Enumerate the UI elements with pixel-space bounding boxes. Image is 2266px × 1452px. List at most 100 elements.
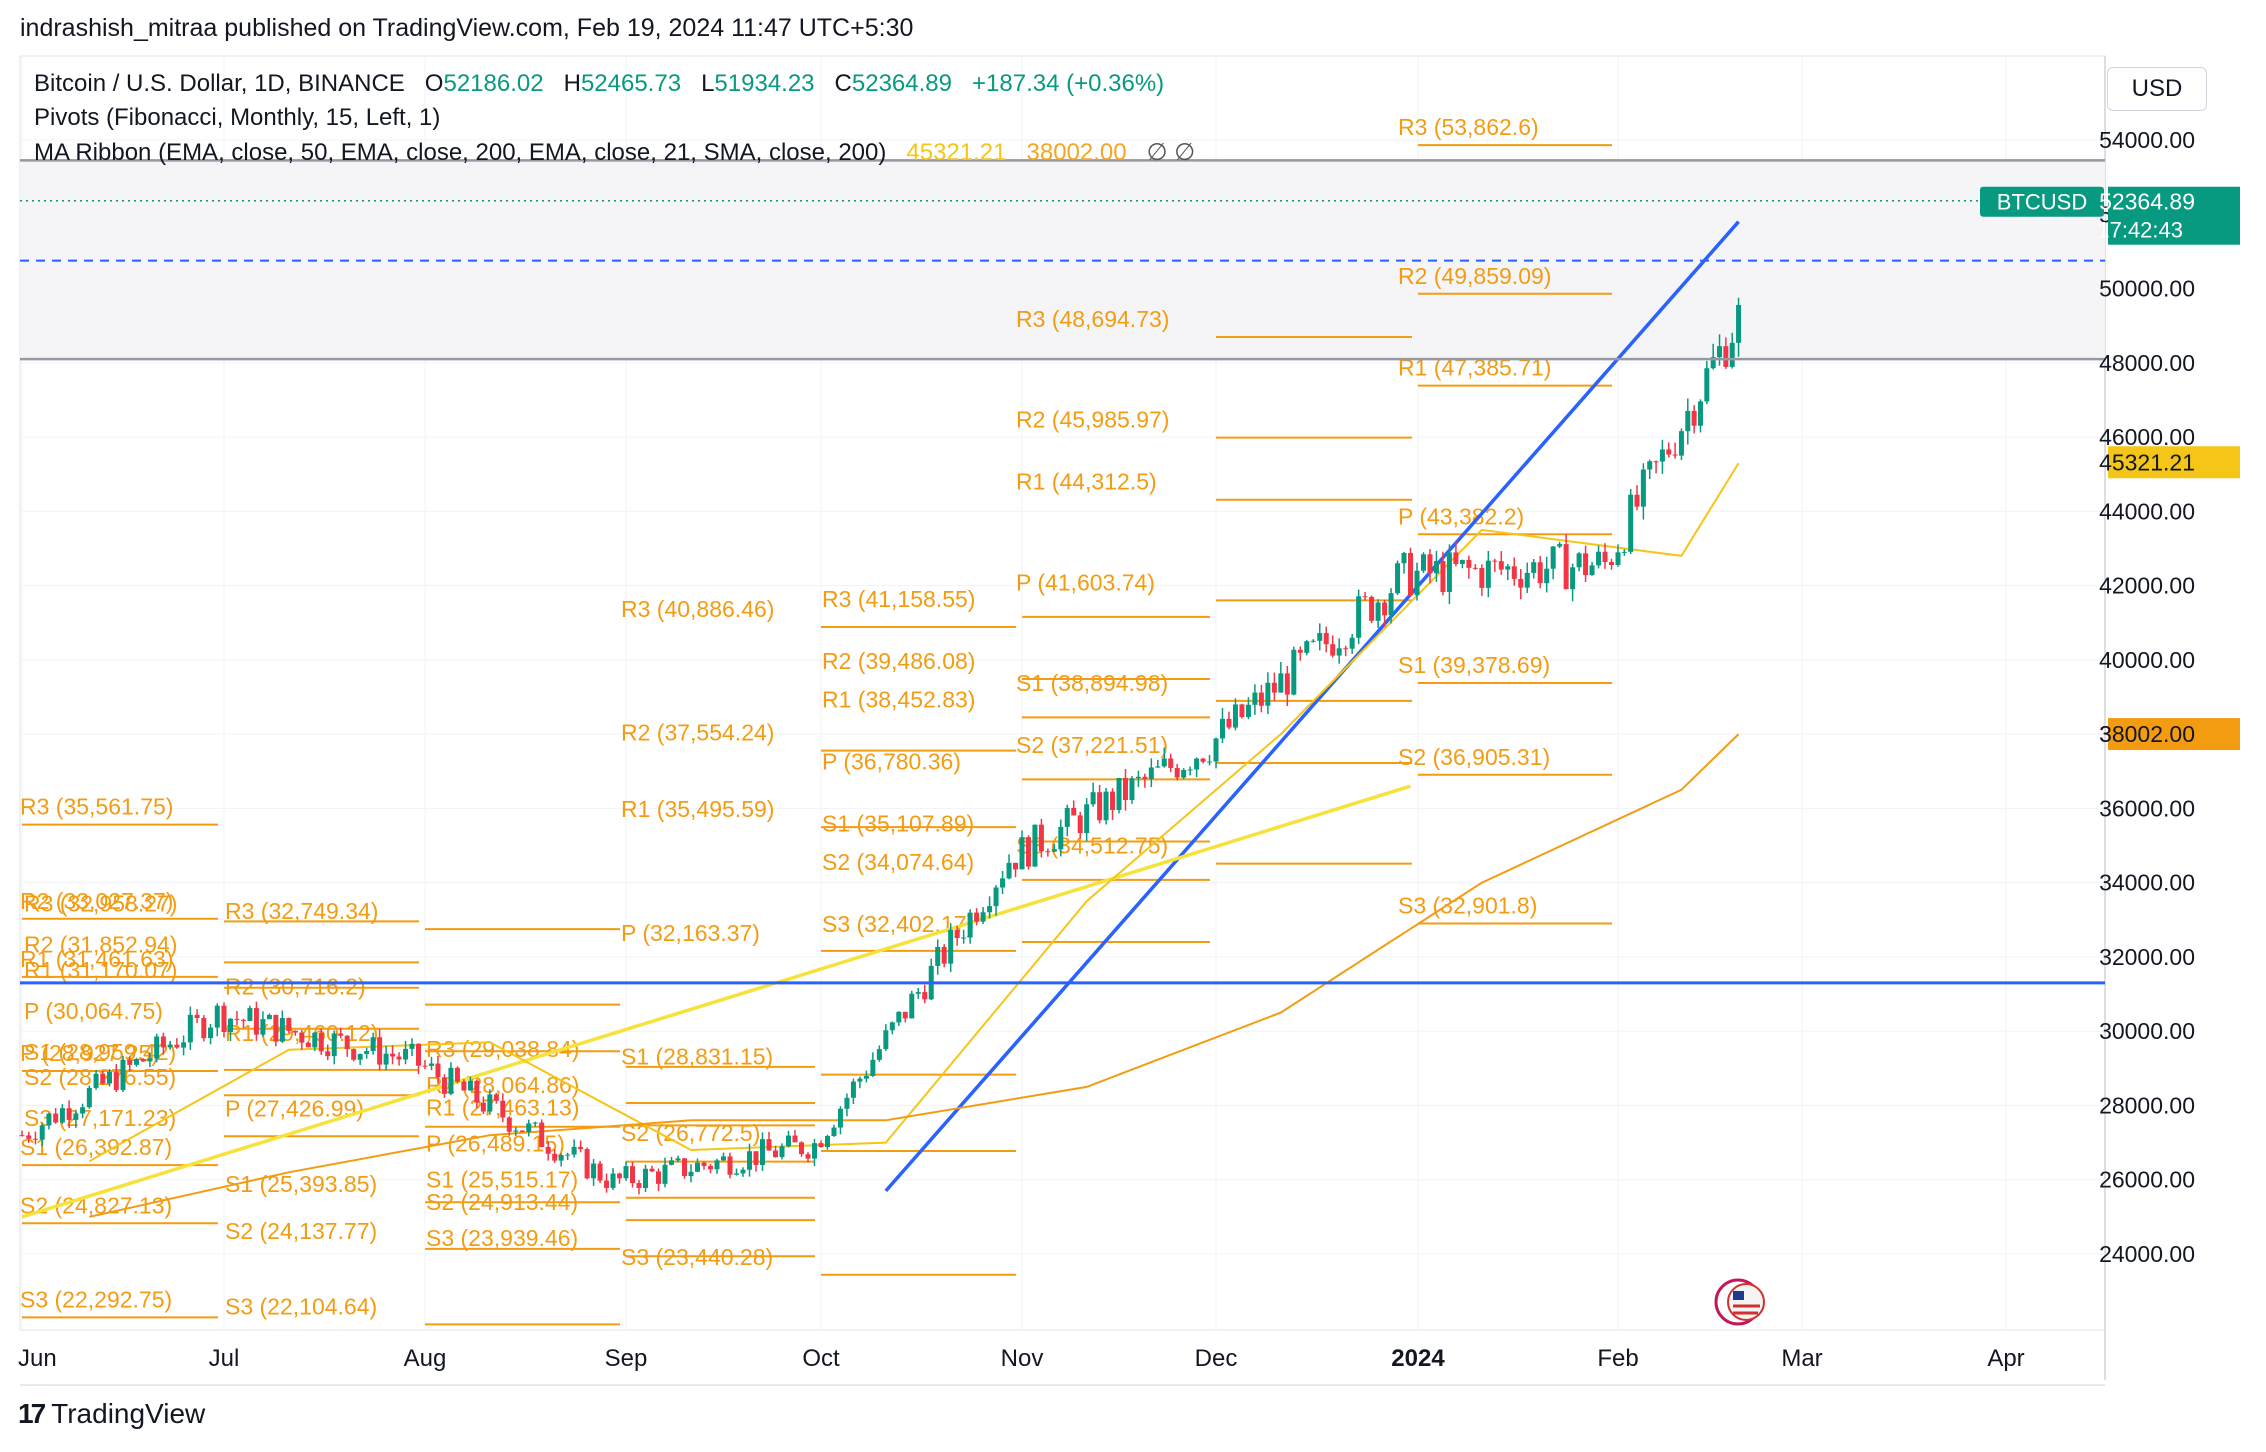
candle-body	[1609, 561, 1615, 566]
candle-body	[194, 1014, 200, 1019]
candle-body	[974, 912, 980, 922]
candle-body	[1051, 849, 1057, 852]
y-tick-label: 46000.00	[2099, 424, 2195, 450]
candle-body	[1077, 815, 1083, 834]
pivot-label: S3 (22,104.64)	[225, 1293, 377, 1319]
candle-body	[331, 1033, 337, 1057]
candle-body	[221, 1005, 227, 1032]
candle-body	[214, 1005, 220, 1028]
candle-body	[1097, 792, 1103, 821]
pivot-label: R2 (45,985.97)	[1016, 407, 1169, 433]
legend-symbol: Bitcoin / U.S. Dollar, 1D, BINANCE	[34, 70, 405, 97]
candle-body	[1524, 572, 1530, 588]
candle-body	[1116, 777, 1122, 810]
pivot-label: S2 (28,276.55)	[24, 1064, 176, 1090]
trendline	[21, 784, 1412, 1219]
legend-low: 51934.23	[714, 70, 815, 97]
candle-body	[279, 1018, 285, 1042]
candle-body	[154, 1036, 160, 1059]
candle-body	[1038, 824, 1044, 852]
legend-ma-ribbon: MA Ribbon (EMA, close, 50, EMA, close, 2…	[34, 139, 887, 166]
pivot-label: S1 (25,393.85)	[225, 1171, 377, 1197]
pivot-label: R3 (53,862.6)	[1398, 114, 1539, 140]
candle-body	[344, 1035, 350, 1050]
pivot-label: R1 (31,170.07)	[24, 957, 177, 983]
legend-high-label: H	[563, 70, 581, 97]
legend-pivots[interactable]: Pivots (Fibonacci, Monthly, 15, Left, 1)	[34, 104, 441, 131]
footer-brand-name: TradingView	[51, 1398, 206, 1429]
pivot-label: S1 (35,107.89)	[822, 811, 974, 837]
candle-body	[1395, 563, 1401, 594]
legend-ma-ribbon-row[interactable]: MA Ribbon (EMA, close, 50, EMA, close, 2…	[34, 138, 1195, 167]
x-tick-label: Sep	[605, 1345, 648, 1372]
candle-body	[915, 992, 921, 994]
pivot-label: R3 (32,958.27)	[24, 890, 177, 916]
legend-symbol-row: Bitcoin / U.S. Dollar, 1D, BINANCE O5218…	[34, 70, 1164, 98]
y-tick-label: 50000.00	[2099, 276, 2195, 302]
candle-body	[857, 1078, 863, 1082]
candle-body	[519, 1130, 525, 1132]
candle-body	[597, 1163, 603, 1181]
candle-body	[954, 929, 960, 939]
flag-badge	[1714, 1278, 1765, 1326]
candle-body	[799, 1142, 804, 1155]
candle-body	[1640, 469, 1646, 507]
candle-body	[1615, 552, 1621, 566]
candle-body	[266, 1014, 272, 1020]
candle-body	[253, 1008, 259, 1035]
pivot-label: R3 (35,561.75)	[20, 794, 173, 820]
candle-body	[617, 1173, 623, 1179]
candle-body	[273, 1014, 279, 1042]
candle-body	[948, 929, 954, 964]
candle-body	[234, 1018, 240, 1020]
candle-body	[1408, 552, 1414, 596]
candle-body	[357, 1053, 363, 1060]
candle-body	[1672, 454, 1678, 456]
candle-body	[1000, 878, 1006, 888]
pivot-label: S3 (22,292.75)	[20, 1286, 172, 1312]
currency-button[interactable]: USD	[2107, 67, 2207, 111]
candle-body	[26, 1135, 32, 1139]
candles	[19, 297, 1742, 1195]
footer-brand[interactable]: 17 TradingView	[18, 1398, 205, 1430]
candle-body	[396, 1056, 402, 1060]
candle-body	[1181, 769, 1187, 778]
candle-body	[441, 1077, 447, 1094]
candle-body	[1323, 633, 1329, 645]
candle-body	[1446, 552, 1452, 593]
candle-body	[1219, 718, 1225, 739]
candle-body	[1369, 596, 1375, 621]
pivot-label: S3 (32,901.8)	[1398, 892, 1537, 918]
x-tick-label: 2024	[1391, 1345, 1445, 1372]
pivot-label: S1 (38,894.98)	[1016, 670, 1168, 696]
candle-body	[1602, 551, 1608, 562]
candle-body	[1717, 346, 1723, 358]
candle-body	[1071, 807, 1077, 816]
candle-body	[1440, 560, 1446, 593]
candle-body	[1142, 776, 1148, 779]
candle-body	[1265, 682, 1271, 706]
candle-body	[53, 1113, 59, 1123]
candle-body	[1723, 346, 1729, 367]
trendline	[884, 220, 1740, 1193]
candle-body	[1278, 673, 1284, 693]
candle-body	[422, 1065, 428, 1067]
pivot-label: S2 (34,074.64)	[822, 849, 974, 875]
y-tick-label: 30000.00	[2099, 1018, 2195, 1044]
candle-body	[1485, 560, 1491, 588]
candle-body	[1401, 552, 1407, 564]
candle-body	[318, 1032, 324, 1052]
btcusd-symbol-label: BTCUSD	[1997, 190, 2087, 215]
us-flag-icon	[1727, 1283, 1765, 1321]
legend-open: 52186.02	[443, 70, 544, 97]
trendlines	[21, 220, 1740, 1219]
legend-close: 52364.89	[851, 70, 952, 97]
pivot-label: S1 (26,392.87)	[20, 1134, 172, 1160]
candle-body	[409, 1043, 415, 1049]
candle-body	[604, 1180, 610, 1188]
pivot-label: P (36,780.36)	[822, 748, 961, 774]
candle-body	[80, 1107, 86, 1114]
candle-body	[1349, 637, 1355, 649]
candle-body	[377, 1037, 383, 1065]
